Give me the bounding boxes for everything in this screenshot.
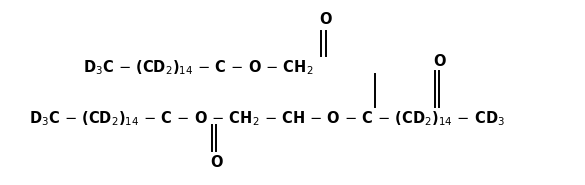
Text: D$_3$C $-$ (CD$_2$)$_{14}$ $-$ C $-$ O $-$ CH$_2$: D$_3$C $-$ (CD$_2$)$_{14}$ $-$ C $-$ O $… [83, 59, 314, 77]
Text: O: O [210, 155, 222, 170]
Text: O: O [319, 12, 332, 28]
Text: D$_3$C $-$ (CD$_2$)$_{14}$ $-$ C $-$ O $-$ CH$_2$ $-$ CH $-$ O $-$ C $-$ (CD$_2$: D$_3$C $-$ (CD$_2$)$_{14}$ $-$ C $-$ O $… [29, 110, 505, 128]
Text: O: O [433, 54, 446, 69]
